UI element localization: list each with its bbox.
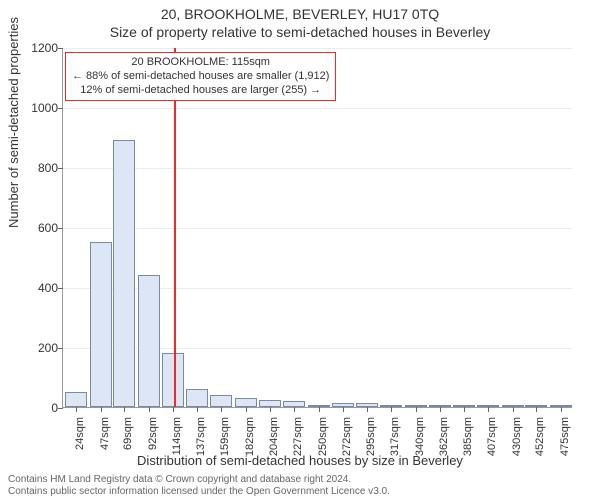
x-tick-mark [294, 407, 295, 412]
x-tick-label: 182sqm [244, 413, 256, 456]
x-tick-label: 47sqm [99, 413, 111, 450]
x-tick-mark [173, 407, 174, 412]
x-tick-mark [367, 407, 368, 412]
y-tick-label: 1000 [8, 101, 58, 115]
grid-line [63, 168, 572, 169]
x-tick-mark [197, 407, 198, 412]
x-tick-mark [149, 407, 150, 412]
x-tick-mark [536, 407, 537, 412]
histogram-bar [235, 398, 257, 407]
grid-line [63, 108, 572, 109]
x-tick-label: 227sqm [292, 413, 304, 456]
histogram-bar [113, 140, 135, 407]
x-tick-mark [488, 407, 489, 412]
x-tick-label: 385sqm [462, 413, 474, 456]
x-tick-mark [101, 407, 102, 412]
x-axis-label: Distribution of semi-detached houses by … [0, 453, 600, 468]
x-tick-mark [416, 407, 417, 412]
page-title-subtitle: Size of property relative to semi-detach… [0, 24, 600, 40]
grid-line [63, 228, 572, 229]
x-tick-mark [561, 407, 562, 412]
marker-annotation: 20 BROOKHOLME: 115sqm← 88% of semi-detac… [65, 52, 336, 101]
y-tick-label: 600 [8, 221, 58, 235]
y-tick-mark [58, 168, 63, 169]
x-tick-label: 475sqm [559, 413, 571, 456]
histogram-plot: 24sqm47sqm69sqm92sqm114sqm137sqm159sqm18… [62, 48, 572, 408]
histogram-bar [90, 242, 112, 407]
x-tick-label: 137sqm [195, 413, 207, 456]
grid-line [63, 48, 572, 49]
annotation-line: ← 88% of semi-detached houses are smalle… [72, 70, 329, 84]
histogram-bar [138, 275, 160, 407]
x-tick-label: 92sqm [147, 413, 159, 450]
y-tick-label: 400 [8, 281, 58, 295]
annotation-line: 12% of semi-detached houses are larger (… [72, 84, 329, 98]
x-tick-label: 430sqm [511, 413, 523, 456]
x-tick-mark [464, 407, 465, 412]
histogram-bar [186, 389, 208, 407]
x-tick-label: 250sqm [317, 413, 329, 456]
x-tick-mark [343, 407, 344, 412]
histogram-bar [210, 395, 232, 407]
y-tick-mark [58, 48, 63, 49]
y-tick-mark [58, 348, 63, 349]
x-tick-label: 272sqm [341, 413, 353, 456]
x-tick-mark [124, 407, 125, 412]
x-tick-mark [270, 407, 271, 412]
x-tick-mark [319, 407, 320, 412]
x-tick-mark [246, 407, 247, 412]
y-tick-label: 1200 [8, 41, 58, 55]
footer-line-1: Contains HM Land Registry data © Crown c… [8, 474, 390, 486]
x-tick-mark [440, 407, 441, 412]
x-tick-label: 362sqm [438, 413, 450, 456]
x-tick-mark [391, 407, 392, 412]
x-tick-mark [221, 407, 222, 412]
annotation-line: 20 BROOKHOLME: 115sqm [72, 56, 329, 70]
y-tick-mark [58, 408, 63, 409]
y-tick-mark [58, 228, 63, 229]
x-tick-label: 317sqm [389, 413, 401, 456]
histogram-bar [162, 353, 184, 407]
footer-licence: Contains HM Land Registry data © Crown c… [8, 474, 390, 498]
x-tick-mark [76, 407, 77, 412]
y-tick-label: 200 [8, 341, 58, 355]
y-tick-label: 0 [8, 401, 58, 415]
x-tick-label: 159sqm [219, 413, 231, 456]
x-tick-label: 452sqm [534, 413, 546, 456]
x-tick-mark [513, 407, 514, 412]
y-tick-mark [58, 108, 63, 109]
y-tick-mark [58, 288, 63, 289]
footer-line-2: Contains public sector information licen… [8, 486, 390, 498]
marker-line [174, 48, 176, 407]
x-tick-label: 69sqm [122, 413, 134, 450]
x-tick-label: 340sqm [414, 413, 426, 456]
page-title-address: 20, BROOKHOLME, BEVERLEY, HU17 0TQ [0, 6, 600, 22]
x-tick-label: 295sqm [365, 413, 377, 456]
y-tick-label: 800 [8, 161, 58, 175]
x-tick-label: 204sqm [268, 413, 280, 456]
x-tick-label: 114sqm [171, 413, 183, 455]
x-tick-label: 407sqm [486, 413, 498, 456]
histogram-bar [65, 392, 87, 407]
histogram-bar [259, 400, 281, 408]
x-tick-label: 24sqm [74, 413, 86, 450]
